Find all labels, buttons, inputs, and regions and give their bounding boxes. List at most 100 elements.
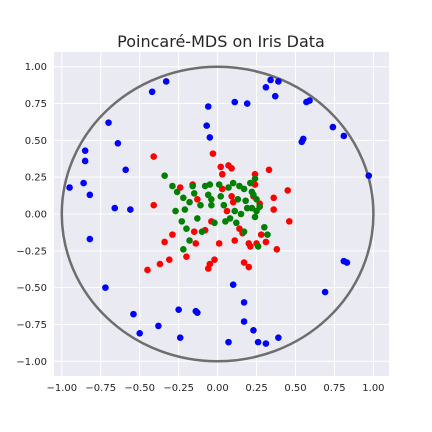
data-point [240,299,248,306]
data-point [194,215,201,222]
data-point [257,231,265,238]
x-tick-label: −1.00 [46,383,77,394]
data-point [209,150,217,157]
data-point [102,284,109,291]
x-tick-label: 0.00 [206,383,228,394]
data-point [225,338,232,346]
data-point [245,263,253,271]
data-point [240,318,248,325]
x-tick-label: −0.25 [163,383,194,394]
data-point [166,256,173,263]
y-tick-label: −0.75 [16,320,47,331]
data-point [303,98,310,106]
data-point [228,165,235,172]
data-point [211,219,218,227]
data-point [175,306,182,314]
data-point [284,187,292,194]
data-point [343,259,351,266]
data-point [81,147,89,154]
data-point [251,213,259,221]
data-point [261,223,268,231]
data-point [192,307,200,315]
data-point [262,238,270,246]
data-point [228,193,235,200]
data-point [240,259,248,266]
data-point [217,163,225,171]
y-tick-label: −0.25 [16,246,47,257]
data-point [229,179,237,187]
data-point [162,78,170,85]
data-point [275,334,282,342]
data-point [270,194,277,202]
data-point [161,172,168,180]
data-point [237,210,245,218]
y-tick-label: −1.00 [16,357,47,368]
data-point [217,193,225,200]
data-point [285,218,293,225]
data-point [340,132,348,140]
y-tick-label: 0.00 [25,210,47,221]
data-point [194,195,201,203]
data-point [256,203,263,210]
data-point [208,201,215,209]
data-point [218,170,226,178]
data-point [130,310,137,318]
data-point [183,225,190,233]
data-point [86,191,94,199]
data-point [248,188,256,196]
data-point [81,157,89,165]
data-point [176,334,184,342]
data-point [264,231,271,238]
data-point [222,218,229,225]
data-point [215,181,223,188]
data-point [192,240,200,247]
data-point [253,195,260,203]
data-point [231,207,239,215]
data-point [329,123,337,131]
data-point [190,190,198,197]
data-point [150,153,158,160]
data-point [234,195,242,203]
data-point [173,188,181,196]
unit-circle-layer [60,65,375,363]
data-point [271,92,279,100]
data-point [229,281,237,288]
data-point [225,184,232,191]
data-point [215,240,223,247]
data-point [262,84,270,91]
data-point [265,166,273,174]
y-axis-ticks: 1.00 0.75 0.50 0.25 0.00 −0.25 −0.50 −0.75 −1.00 [16,62,47,368]
data-point [247,179,254,187]
chart-title: Poincaré-MDS on Iris Data [117,32,325,51]
data-point [181,206,189,213]
scatter-points [66,76,373,347]
y-tick-label: 0.50 [25,136,47,147]
x-tick-label: 0.50 [284,383,306,394]
data-point [275,78,282,85]
y-tick-label: −0.50 [16,283,47,294]
x-tick-label: −0.75 [85,383,116,394]
x-tick-label: 0.25 [245,383,267,394]
data-point [247,243,254,250]
y-tick-label: 0.75 [25,99,47,110]
data-point [156,260,164,268]
y-tick-label: 1.00 [25,62,47,73]
data-point [183,253,190,261]
data-point [169,231,176,238]
data-point [267,76,274,84]
data-point [189,182,196,190]
data-point [223,207,231,215]
data-point [180,246,187,253]
data-point [66,184,73,191]
data-point [105,119,112,126]
data-point [231,98,239,106]
data-point [203,122,210,129]
data-point [262,340,270,347]
data-point [122,166,129,174]
data-point [204,103,212,110]
data-point [220,201,228,209]
data-point [231,237,239,244]
data-point [127,206,134,213]
data-point [300,135,307,143]
